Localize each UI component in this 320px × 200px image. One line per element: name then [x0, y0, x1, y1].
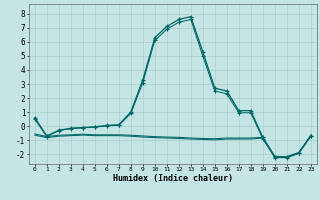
X-axis label: Humidex (Indice chaleur): Humidex (Indice chaleur)	[113, 174, 233, 183]
